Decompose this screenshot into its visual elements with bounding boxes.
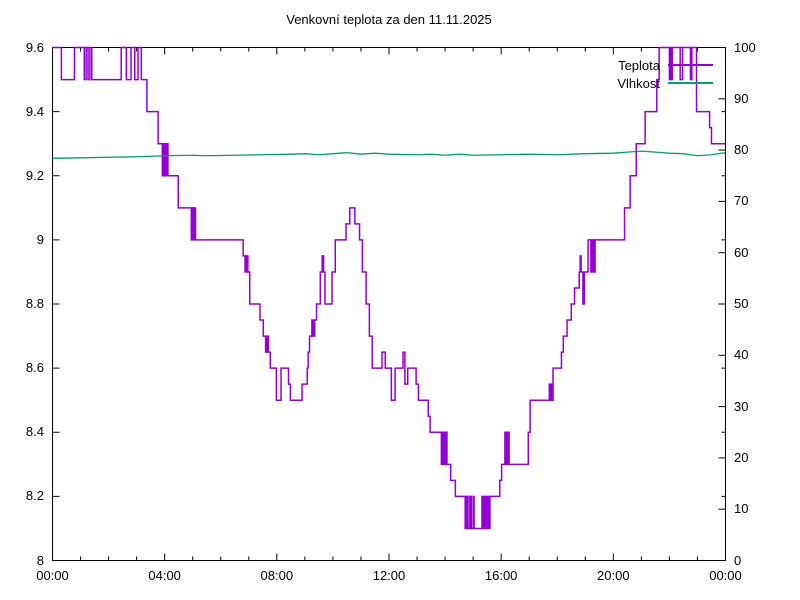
humidity-curve: [52, 150, 726, 159]
y-right-tick-label: 60: [734, 244, 749, 260]
y-left-tick-label: 8.8: [25, 296, 44, 311]
legend-item-vlhkost: Vlhkost: [540, 74, 713, 92]
legend-label-teplota: Teplota: [618, 57, 660, 73]
temperature-curve: [52, 46, 726, 530]
y-left-tick-label: 9: [36, 231, 44, 247]
x-tick-label: 12:00: [372, 568, 406, 583]
y-left-tick-label: 8.2: [25, 488, 44, 504]
y-left-tick-label: 8.4: [25, 424, 44, 440]
y-left-tick-label: 9.6: [25, 39, 44, 55]
y-right-tick-label: 10: [734, 501, 749, 517]
x-tick-label: 00:00: [709, 568, 742, 583]
legend-item-teplota: Teplota: [540, 56, 713, 74]
y-right-tick-label: 90: [734, 90, 749, 106]
legend-line-sample-teplota: [668, 64, 713, 66]
y-right-tick-label: 20: [734, 449, 749, 465]
x-tick-label: 16:00: [484, 568, 518, 583]
y-left-tick-label: 8.6: [25, 360, 44, 376]
y-right-tick-label: 40: [734, 347, 749, 363]
y-right-tick-label: 80: [734, 142, 749, 158]
y-left-tick-label: 9.4: [25, 103, 44, 119]
legend: Teplota Vlhkost: [540, 56, 713, 92]
y-left-tick-label: 8: [36, 552, 44, 568]
plot-border: [52, 47, 726, 561]
y-right-tick-label: 100: [734, 39, 756, 55]
y-right-tick-label: 70: [734, 193, 749, 209]
y-left-tick-label: 9.2: [25, 167, 44, 183]
legend-line-sample-vlhkost: [668, 82, 713, 84]
x-tick-label: 20:00: [597, 568, 630, 583]
y-right-tick-label: 50: [734, 296, 749, 311]
chart-title: Venkovní teplota za den 11.11.2025: [286, 12, 492, 27]
x-tick-label: 04:00: [148, 568, 181, 583]
y-right-tick-label: 0: [734, 552, 742, 568]
y-right-tick-label: 30: [734, 398, 749, 414]
x-tick-label: 00:00: [36, 568, 69, 583]
legend-label-vlhkost: Vlhkost: [617, 75, 660, 91]
x-tick-label: 08:00: [260, 568, 294, 583]
